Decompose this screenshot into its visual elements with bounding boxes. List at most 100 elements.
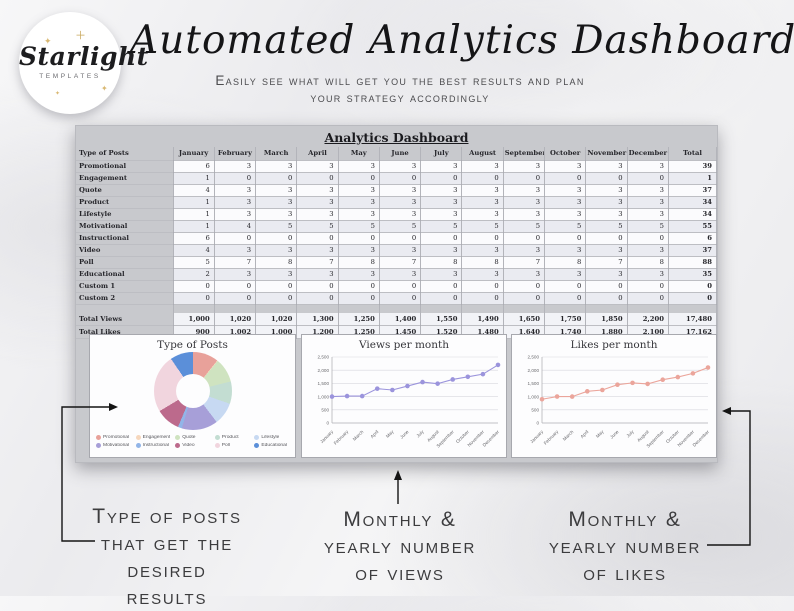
cell[interactable]: 1 [173, 220, 215, 233]
cell[interactable]: 3 [503, 160, 546, 173]
cell[interactable]: 8 [627, 256, 670, 269]
cell[interactable]: 1,000 [173, 313, 215, 326]
cell[interactable]: 3 [420, 244, 463, 257]
cell[interactable]: 1,400 [379, 313, 422, 326]
cell[interactable]: 6 [173, 232, 215, 245]
cell[interactable]: 0 [585, 292, 628, 305]
cell[interactable]: 0 [585, 232, 628, 245]
cell[interactable]: 3 [461, 196, 504, 209]
cell[interactable]: 0 [627, 292, 670, 305]
cell[interactable]: 8 [420, 256, 463, 269]
cell[interactable]: 3 [461, 244, 504, 257]
cell[interactable]: 1,490 [461, 313, 504, 326]
cell[interactable]: 3 [585, 196, 628, 209]
cell[interactable]: 5 [296, 220, 339, 233]
cell[interactable]: 3 [627, 268, 670, 281]
cell[interactable]: 3 [461, 184, 504, 197]
cell[interactable]: 5 [255, 220, 298, 233]
cell[interactable]: 0 [585, 280, 628, 293]
cell[interactable]: 3 [255, 268, 298, 281]
cell[interactable]: 3 [420, 268, 463, 281]
cell[interactable]: 0 [338, 280, 380, 293]
cell[interactable]: 5 [627, 220, 670, 233]
cell[interactable]: 4 [173, 244, 215, 257]
cell[interactable]: 3 [544, 244, 587, 257]
cell[interactable]: 0 [214, 292, 257, 305]
cell[interactable]: 3 [627, 196, 670, 209]
cell[interactable]: 3 [585, 208, 628, 221]
cell[interactable]: 3 [379, 196, 422, 209]
cell[interactable]: 3 [338, 184, 380, 197]
cell[interactable]: 0 [585, 172, 628, 185]
cell[interactable]: 5 [173, 256, 215, 269]
cell[interactable]: 3 [214, 244, 257, 257]
cell[interactable]: 3 [338, 196, 380, 209]
cell[interactable]: 0 [627, 280, 670, 293]
cell[interactable]: 3 [503, 208, 546, 221]
cell[interactable]: 0 [255, 280, 298, 293]
cell[interactable]: 3 [338, 160, 380, 173]
cell[interactable]: 3 [379, 160, 422, 173]
cell[interactable]: 5 [585, 220, 628, 233]
cell[interactable]: 3 [503, 196, 546, 209]
cell[interactable]: 3 [544, 268, 587, 281]
cell[interactable]: 3 [420, 196, 463, 209]
cell[interactable]: 3 [296, 244, 339, 257]
cell[interactable]: 0 [338, 232, 380, 245]
cell[interactable]: 0 [338, 292, 380, 305]
cell[interactable]: 2,200 [627, 313, 670, 326]
cell[interactable]: 0 [627, 232, 670, 245]
cell[interactable]: 3 [338, 208, 380, 221]
cell[interactable]: 0 [173, 280, 215, 293]
cell[interactable]: 1,750 [544, 313, 587, 326]
cell[interactable]: 5 [544, 220, 587, 233]
cell[interactable]: 4 [173, 184, 215, 197]
cell[interactable]: 5 [461, 220, 504, 233]
cell[interactable]: 0 [503, 172, 546, 185]
cell[interactable]: 0 [503, 232, 546, 245]
cell[interactable]: 3 [461, 208, 504, 221]
cell[interactable]: 3 [214, 196, 257, 209]
cell[interactable]: 3 [420, 160, 463, 173]
cell[interactable]: 8 [338, 256, 380, 269]
cell[interactable]: 0 [627, 172, 670, 185]
cell[interactable]: 3 [214, 268, 257, 281]
cell[interactable]: 7 [379, 256, 422, 269]
cell[interactable]: 0 [461, 280, 504, 293]
cell[interactable]: 3 [544, 208, 587, 221]
cell[interactable]: 3 [627, 244, 670, 257]
cell[interactable]: 0 [296, 232, 339, 245]
cell[interactable]: 7 [214, 256, 257, 269]
cell[interactable]: 3 [503, 244, 546, 257]
cell[interactable]: 1 [173, 196, 215, 209]
cell[interactable]: 3 [296, 196, 339, 209]
cell[interactable]: 0 [255, 232, 298, 245]
cell[interactable]: 0 [544, 172, 587, 185]
cell[interactable]: 0 [214, 280, 257, 293]
cell[interactable]: 0 [379, 280, 422, 293]
cell[interactable]: 3 [338, 268, 380, 281]
cell[interactable]: 3 [296, 160, 339, 173]
cell[interactable]: 3 [420, 208, 463, 221]
cell[interactable]: 0 [544, 280, 587, 293]
cell[interactable]: 1,020 [214, 313, 257, 326]
cell[interactable]: 3 [296, 184, 339, 197]
cell[interactable]: 8 [461, 256, 504, 269]
cell[interactable]: 8 [544, 256, 587, 269]
cell[interactable]: 3 [214, 160, 257, 173]
cell[interactable]: 1,650 [503, 313, 546, 326]
cell[interactable]: 4 [214, 220, 257, 233]
cell[interactable]: 0 [338, 172, 380, 185]
cell[interactable]: 3 [255, 160, 298, 173]
cell[interactable]: 3 [544, 196, 587, 209]
cell[interactable]: 0 [461, 232, 504, 245]
cell[interactable]: 3 [544, 184, 587, 197]
cell[interactable]: 3 [379, 208, 422, 221]
cell[interactable]: 1,300 [296, 313, 339, 326]
cell[interactable]: 3 [255, 184, 298, 197]
cell[interactable]: 2 [173, 268, 215, 281]
cell[interactable]: 5 [338, 220, 380, 233]
cell[interactable]: 1 [173, 208, 215, 221]
cell[interactable]: 7 [296, 256, 339, 269]
cell[interactable]: 0 [420, 232, 463, 245]
